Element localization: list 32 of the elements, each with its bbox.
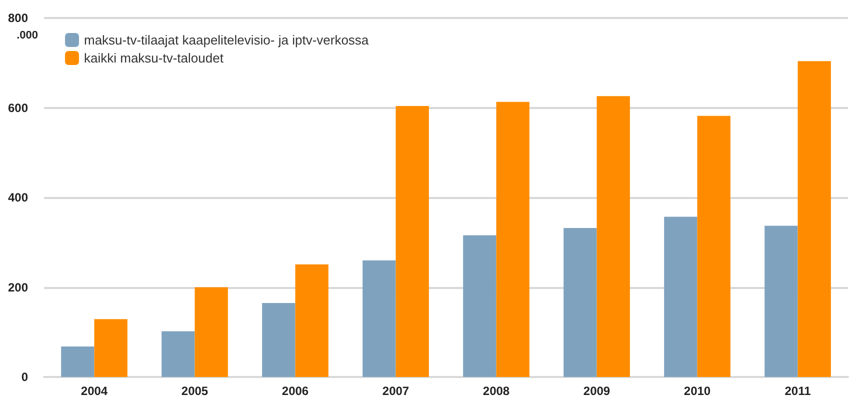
bar — [94, 319, 128, 377]
bar — [162, 331, 195, 377]
x-tick-label: 2009 — [583, 384, 610, 398]
bar — [596, 96, 630, 377]
x-tick-label: 2010 — [684, 384, 711, 398]
x-tick-label: 2007 — [382, 384, 410, 398]
bar — [496, 102, 530, 377]
bar — [564, 228, 597, 377]
bar — [664, 216, 698, 377]
bar — [396, 106, 429, 377]
bar — [798, 61, 831, 377]
bar — [764, 226, 798, 377]
x-tick-label: 2008 — [482, 384, 510, 398]
bar — [697, 116, 730, 377]
y-tick-label: 400 — [8, 190, 28, 204]
x-tick-label: 2004 — [80, 384, 108, 398]
bar — [295, 264, 328, 377]
y-tick-label: 600 — [8, 100, 28, 115]
y-axis-title: .000 — [16, 30, 38, 42]
y-tick-label: 800 — [8, 11, 28, 25]
legend-label: maksu-tv-tilaajat kaapelitelevisio- ja iptv-verkossa — [84, 32, 370, 48]
x-tick-label: 2005 — [181, 384, 208, 398]
y-tick-label: 200 — [8, 280, 28, 294]
bar — [463, 235, 496, 377]
bar — [262, 302, 296, 377]
y-tick-label: 0 — [21, 370, 28, 384]
legend-label: kaikki maksu-tv-taloudet — [84, 50, 224, 66]
x-tick-label: 2011 — [784, 384, 812, 398]
x-tick-label: 2006 — [282, 384, 309, 398]
bar — [194, 287, 228, 377]
bar — [61, 346, 94, 377]
bar — [362, 260, 396, 377]
